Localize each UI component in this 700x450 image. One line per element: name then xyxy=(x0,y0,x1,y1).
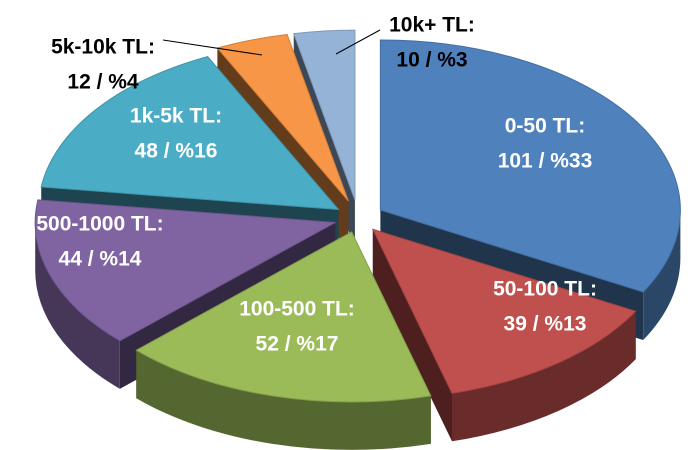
pie-slice-side xyxy=(35,222,120,389)
slice-label: 0-50 TL: 101 / %33 xyxy=(498,114,593,172)
slice-value-label: 12 / %4 xyxy=(67,70,139,93)
pie-slice-top xyxy=(40,56,340,211)
pie-slice-top xyxy=(34,199,337,342)
leader-line xyxy=(335,29,381,55)
pie-slice-top xyxy=(379,39,681,293)
slice-category-label: 1k-5k TL: xyxy=(130,104,222,127)
slice-value-label: 44 / %14 xyxy=(59,247,142,270)
pie-slice-side xyxy=(136,350,431,450)
slice-value-label: 48 / %16 xyxy=(135,139,218,162)
pie-slice-wall xyxy=(372,229,452,442)
slice-label: 500-1000 TL: 44 / %14 xyxy=(36,212,163,270)
leader-lines xyxy=(162,29,381,56)
slice-category-label: 500-1000 TL: xyxy=(36,212,163,235)
labels-layer: 0-50 TL: 101 / %33 50-100 TL: 39 / %13 100-5… xyxy=(36,13,597,355)
slice-label: 5k-10k TL: 12 / %4 xyxy=(51,35,155,93)
pie-slice xyxy=(371,228,637,442)
slice-category-label: 5k-10k TL: xyxy=(51,35,155,58)
pie-slice-top xyxy=(293,29,356,201)
leader-line xyxy=(162,39,263,56)
slice-value-label: 52 / %17 xyxy=(256,332,339,355)
slice-value-label: 10 / %3 xyxy=(396,48,467,71)
slice-category-label: 50-100 TL: xyxy=(493,277,597,300)
pie-slice xyxy=(135,231,432,450)
pie-slice-top xyxy=(371,228,637,394)
slice-value-label: 101 / %33 xyxy=(498,149,593,172)
pie-slice-top xyxy=(135,231,432,403)
slices-layer xyxy=(34,29,681,450)
pie-slice-side xyxy=(451,311,636,442)
slice-label: 10k+ TL: 10 / %3 xyxy=(389,13,475,71)
slice-value-label: 39 / %13 xyxy=(504,312,587,335)
slice-label: 100-500 TL: 52 / %17 xyxy=(239,297,355,355)
slice-category-label: 10k+ TL: xyxy=(389,13,475,36)
pie-slice-side xyxy=(643,210,681,341)
slice-category-label: 0-50 TL: xyxy=(505,114,586,137)
slice-category-label: 100-500 TL: xyxy=(239,297,355,320)
slice-label: 50-100 TL: 39 / %13 xyxy=(493,277,597,335)
slice-label: 1k-5k TL: 48 / %16 xyxy=(130,104,222,162)
